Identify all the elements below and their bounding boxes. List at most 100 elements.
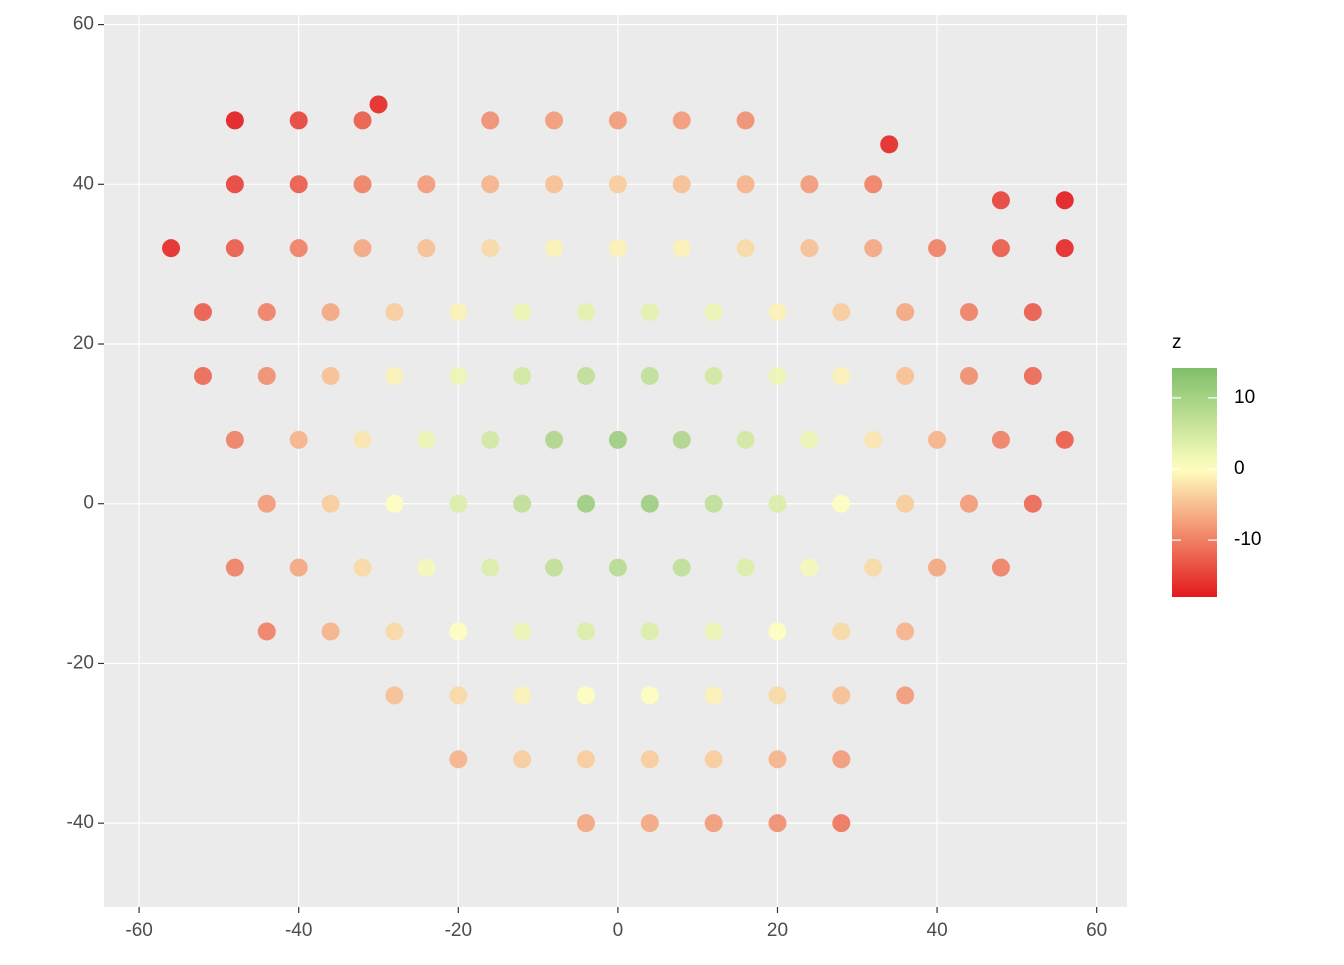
point [928, 558, 947, 577]
x-tick-label: 0 [613, 920, 624, 941]
point [768, 366, 787, 385]
point [864, 430, 883, 449]
colorbar-label: -10 [1234, 529, 1261, 550]
point [257, 494, 276, 513]
point [385, 494, 404, 513]
point [353, 430, 372, 449]
point [736, 430, 755, 449]
point [640, 814, 659, 833]
point [576, 622, 595, 641]
x-tick-label: 60 [1086, 920, 1107, 941]
point [608, 175, 627, 194]
point [481, 111, 500, 130]
point [576, 494, 595, 513]
point [672, 558, 691, 577]
point [896, 686, 915, 705]
point [321, 303, 340, 322]
point [640, 622, 659, 641]
point [289, 558, 308, 577]
point [289, 111, 308, 130]
point [353, 558, 372, 577]
point [864, 175, 883, 194]
point [289, 239, 308, 258]
point [608, 558, 627, 577]
point [225, 558, 244, 577]
point [608, 239, 627, 258]
point [736, 111, 755, 130]
point [385, 303, 404, 322]
point [513, 303, 532, 322]
point [736, 558, 755, 577]
point [513, 366, 532, 385]
point [832, 494, 851, 513]
point [321, 494, 340, 513]
point [449, 303, 468, 322]
point [991, 430, 1010, 449]
point [864, 239, 883, 258]
point [928, 239, 947, 258]
point [672, 239, 691, 258]
point [321, 622, 340, 641]
point [545, 558, 564, 577]
point [289, 175, 308, 194]
point [449, 366, 468, 385]
point [385, 366, 404, 385]
point [417, 430, 436, 449]
point [1023, 494, 1042, 513]
colorbar [1172, 368, 1217, 597]
point [704, 622, 723, 641]
point [481, 239, 500, 258]
point [1055, 430, 1074, 449]
point [768, 303, 787, 322]
point [991, 239, 1010, 258]
point [640, 366, 659, 385]
colorbar-label: 10 [1234, 387, 1255, 408]
point [513, 686, 532, 705]
point [449, 622, 468, 641]
point [225, 111, 244, 130]
point [832, 750, 851, 769]
point [896, 622, 915, 641]
point [991, 558, 1010, 577]
point [513, 494, 532, 513]
point [608, 430, 627, 449]
x-tick-label: 20 [767, 920, 788, 941]
point [800, 558, 819, 577]
point [832, 622, 851, 641]
point [832, 686, 851, 705]
point [960, 366, 979, 385]
point [768, 494, 787, 513]
y-tick-label: 40 [73, 173, 94, 194]
point [960, 303, 979, 322]
point [225, 175, 244, 194]
point [672, 111, 691, 130]
point [353, 111, 372, 130]
point [800, 175, 819, 194]
point [928, 430, 947, 449]
point [960, 494, 979, 513]
point [608, 111, 627, 130]
point [481, 558, 500, 577]
point [1055, 191, 1074, 210]
point [481, 430, 500, 449]
point [704, 814, 723, 833]
panel [104, 15, 1127, 907]
point [768, 750, 787, 769]
point [896, 303, 915, 322]
point [257, 366, 276, 385]
point [545, 430, 564, 449]
point [193, 303, 212, 322]
point [449, 686, 468, 705]
x-tick-label: -40 [285, 920, 312, 941]
point [768, 622, 787, 641]
point [672, 430, 691, 449]
point [481, 175, 500, 194]
point [864, 558, 883, 577]
point [545, 111, 564, 130]
x-tick-label: -20 [445, 920, 472, 941]
point [576, 303, 595, 322]
point [449, 494, 468, 513]
point [704, 303, 723, 322]
point [417, 175, 436, 194]
point [768, 686, 787, 705]
